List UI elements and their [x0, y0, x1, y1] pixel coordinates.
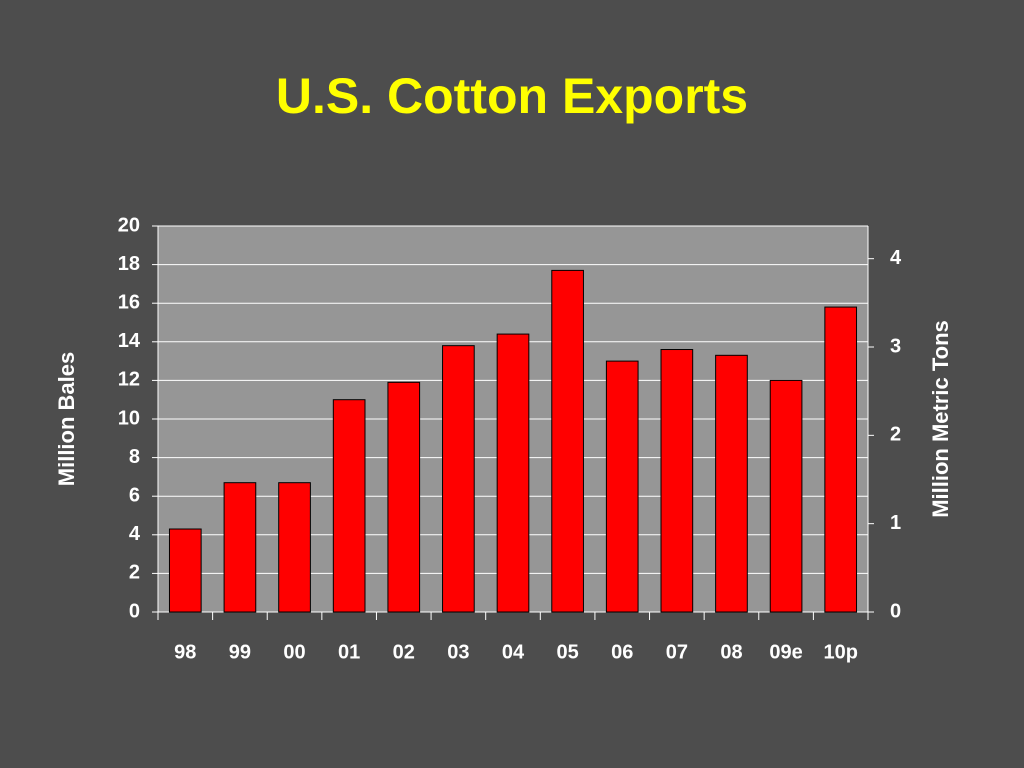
y-tick-label: 10 — [118, 407, 140, 429]
x-tick-label: 03 — [447, 641, 469, 663]
x-tick-label: 08 — [720, 641, 742, 663]
bar — [769, 379, 803, 613]
bar — [715, 354, 748, 613]
bar — [551, 269, 584, 613]
y-tick-label: 2 — [129, 562, 140, 584]
y-axis-title: Million Bales — [54, 352, 79, 486]
y2-axis-title: Million Metric Tons — [928, 320, 953, 518]
x-tick-label: 10p — [823, 641, 857, 663]
y-tick-label: 16 — [118, 291, 140, 313]
x-tick-label: 06 — [611, 641, 633, 663]
x-tick-label: 05 — [556, 641, 578, 663]
chart-title: U.S. Cotton Exports — [276, 68, 748, 124]
bar — [496, 333, 530, 613]
y2-tick-label: 1 — [890, 512, 901, 534]
y-tick-label: 12 — [118, 369, 140, 391]
bar — [332, 399, 366, 613]
x-tick-label: 99 — [229, 641, 251, 663]
bar — [442, 345, 475, 613]
x-tick-label: 02 — [393, 641, 415, 663]
y2-tick-label: 2 — [890, 424, 901, 446]
y-tick-label: 6 — [129, 484, 140, 506]
x-tick-label: 00 — [283, 641, 305, 663]
y2-tick-label: 3 — [890, 335, 901, 357]
y-tick-label: 8 — [129, 446, 140, 468]
y-tick-label: 4 — [129, 523, 141, 545]
x-tick-label: 01 — [338, 641, 360, 663]
bar — [168, 528, 202, 613]
x-tick-label: 07 — [666, 641, 688, 663]
y2-tick-label: 0 — [890, 600, 901, 622]
bar — [387, 381, 421, 613]
y-tick-label: 18 — [118, 253, 140, 275]
bar — [660, 349, 694, 613]
x-tick-label: 04 — [502, 641, 525, 663]
y-tick-label: 0 — [129, 600, 140, 622]
bar — [824, 306, 858, 613]
y-tick-label: 20 — [118, 214, 140, 236]
bar — [223, 482, 257, 613]
bar — [278, 482, 311, 613]
y-tick-label: 14 — [118, 330, 141, 352]
x-tick-label: 09e — [769, 641, 802, 663]
y2-tick-label: 4 — [890, 247, 902, 269]
bar — [605, 360, 639, 613]
x-tick-label: 98 — [174, 641, 196, 663]
